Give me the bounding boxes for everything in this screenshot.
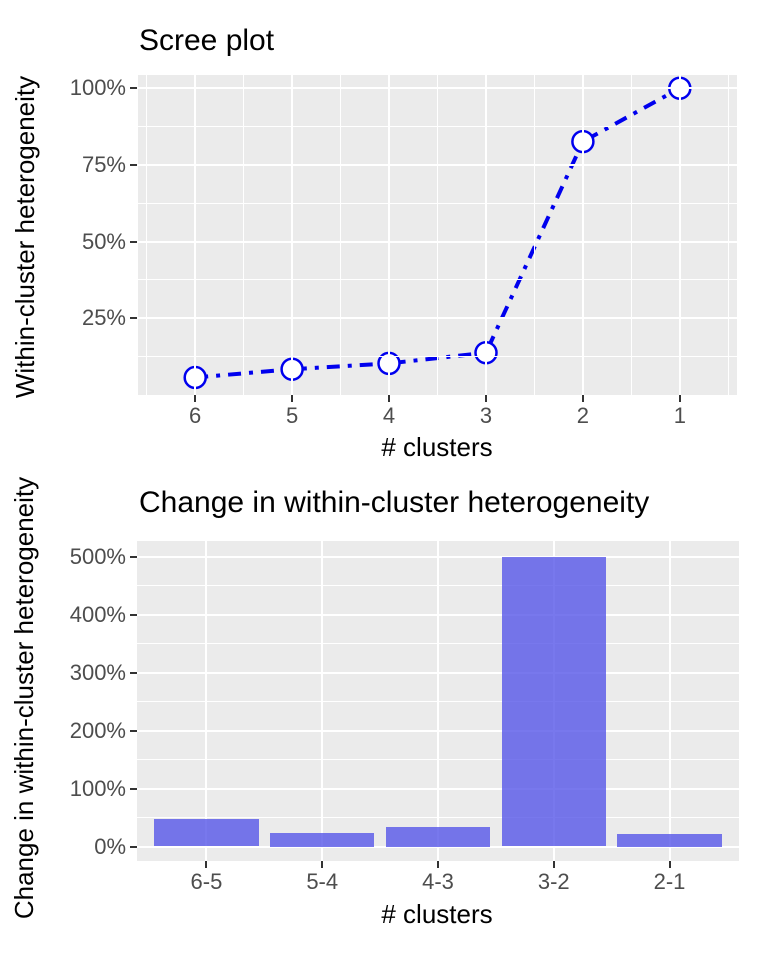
- x-tick-mark: [678, 395, 681, 402]
- minor-gridline-h: [138, 202, 737, 204]
- major-gridline-v: [678, 75, 681, 395]
- change-x-axis-title: # clusters: [381, 899, 493, 929]
- y-tick-label: 100%: [69, 75, 126, 101]
- y-tick-mark: [130, 87, 137, 90]
- change-bar: [154, 819, 259, 847]
- x-tick-label: 6: [189, 403, 202, 428]
- change-plot-title: Change in within-cluster heterogeneity: [139, 486, 650, 519]
- y-tick-mark: [130, 729, 137, 732]
- y-tick-mark: [130, 555, 137, 558]
- major-gridline-v: [437, 541, 439, 861]
- y-tick-label: 25%: [81, 305, 126, 331]
- minor-gridline-v: [340, 75, 342, 395]
- major-gridline-v: [205, 541, 208, 861]
- x-tick-label: 5: [285, 403, 299, 428]
- x-tick-mark: [194, 395, 197, 402]
- change-bar: [385, 826, 491, 847]
- change-bar-figure: Change in within-cluster heterogeneity C…: [0, 477, 768, 960]
- x-tick-mark: [205, 861, 208, 868]
- major-gridline-v: [484, 75, 487, 395]
- scree-plot-panel: [138, 75, 737, 395]
- x-tick-mark: [388, 395, 391, 402]
- major-gridline-v: [388, 75, 391, 395]
- y-tick-mark: [130, 240, 137, 243]
- change-bar: [270, 833, 375, 847]
- major-gridline-h: [138, 163, 737, 166]
- y-tick-label: 200%: [69, 717, 126, 743]
- major-gridline-h: [137, 555, 739, 558]
- y-tick-label: 400%: [69, 601, 126, 627]
- x-tick-mark: [291, 395, 294, 402]
- major-gridline-v: [321, 541, 324, 861]
- x-tick-mark: [484, 395, 487, 402]
- x-tick-label: 6-5: [190, 869, 223, 894]
- minor-gridline-v: [437, 75, 438, 395]
- y-tick-label: 0%: [94, 833, 126, 859]
- minor-gridline-h: [138, 279, 737, 281]
- change-y-axis-title: Change in within-cluster heterogeneity: [9, 476, 39, 920]
- major-gridline-h: [138, 87, 737, 90]
- x-tick-label: 4: [382, 403, 396, 428]
- major-gridline-h: [138, 317, 737, 320]
- scree-plot-figure: Scree plot Within-cluster heterogeneity …: [10, 24, 737, 462]
- x-tick-label: 2-1: [653, 869, 686, 894]
- scree-x-axis-title: # clusters: [381, 432, 493, 462]
- change-bar-panel: [137, 541, 739, 861]
- x-tick-label: 2: [576, 403, 589, 428]
- y-tick-mark: [130, 671, 137, 674]
- minor-gridline-h: [138, 126, 737, 128]
- x-tick-mark: [321, 861, 324, 868]
- x-tick-label: 5-4: [306, 869, 339, 894]
- y-tick-label: 50%: [81, 228, 126, 254]
- x-tick-label: 1: [673, 403, 686, 428]
- x-tick-mark: [437, 861, 439, 868]
- major-gridline-v: [581, 75, 584, 395]
- minor-gridline-v: [727, 75, 729, 395]
- major-gridline-h: [137, 787, 739, 790]
- x-tick-label: 3: [479, 403, 493, 428]
- minor-gridline-v: [146, 75, 148, 395]
- x-tick-label: 3-2: [537, 869, 570, 894]
- x-tick-mark: [668, 861, 671, 868]
- y-tick-mark: [130, 317, 137, 320]
- y-tick-mark: [130, 613, 137, 616]
- major-gridline-h: [138, 240, 737, 243]
- x-tick-label: 4-3: [422, 869, 454, 894]
- major-gridline-h: [137, 613, 739, 616]
- major-gridline-v: [291, 75, 294, 395]
- x-tick-mark: [581, 395, 584, 402]
- change-bar: [617, 834, 722, 847]
- scree-plot-title: Scree plot: [139, 24, 275, 57]
- y-tick-mark: [130, 163, 137, 166]
- change-bar: [501, 556, 606, 847]
- y-tick-label: 75%: [81, 151, 126, 177]
- y-tick-label: 300%: [69, 659, 126, 685]
- minor-gridline-v: [533, 75, 535, 395]
- major-gridline-v: [194, 75, 197, 395]
- x-tick-mark: [552, 861, 555, 868]
- minor-gridline-v: [630, 75, 632, 395]
- minor-gridline-v: [243, 75, 245, 395]
- minor-gridline-h: [138, 356, 737, 358]
- y-tick-label: 500%: [69, 543, 126, 569]
- y-tick-label: 100%: [69, 775, 126, 801]
- major-gridline-h: [137, 671, 739, 674]
- major-gridline-v: [668, 541, 671, 861]
- major-gridline-h: [137, 845, 739, 848]
- y-tick-mark: [130, 787, 137, 790]
- major-gridline-h: [137, 729, 739, 732]
- y-tick-mark: [130, 845, 137, 848]
